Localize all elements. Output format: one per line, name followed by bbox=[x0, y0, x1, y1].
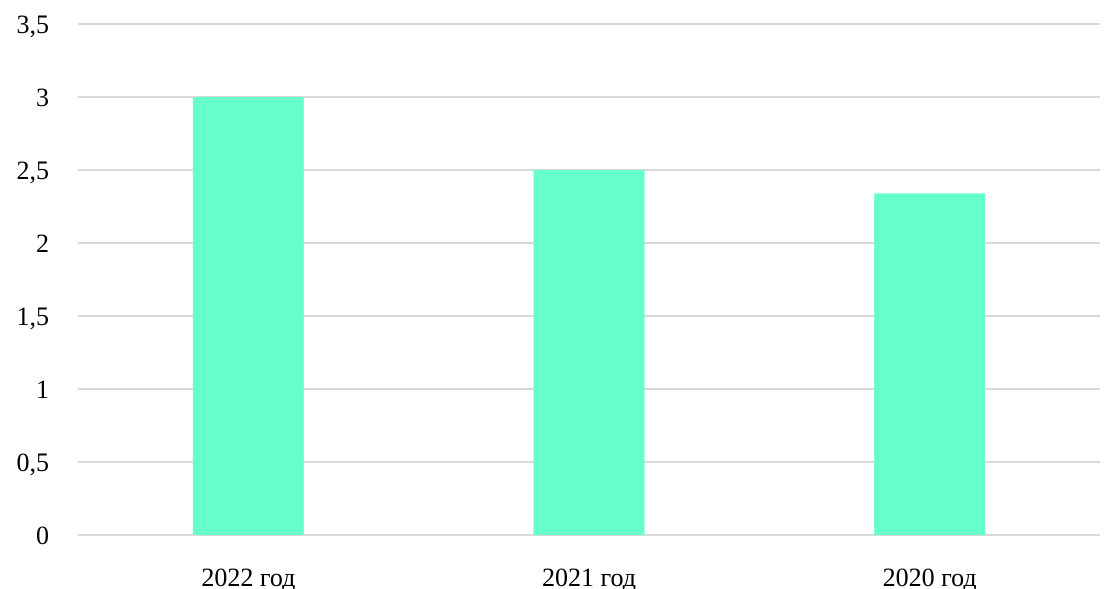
y-tick-label: 2,5 bbox=[17, 156, 50, 185]
y-tick-label: 0,5 bbox=[17, 448, 50, 477]
bar bbox=[192, 97, 304, 535]
x-axis-ticks: 2022 год 2021 год 2020 год bbox=[201, 563, 976, 589]
y-tick-label: 3,5 bbox=[17, 10, 50, 39]
y-tick-label: 3 bbox=[36, 83, 49, 112]
x-tick-label: 2020 год bbox=[883, 563, 977, 589]
x-tick-label: 2022 год bbox=[201, 563, 295, 589]
y-tick-label: 2 bbox=[36, 229, 49, 258]
bar bbox=[533, 170, 645, 535]
x-tick-label: 2021 год bbox=[542, 563, 636, 589]
y-tick-label: 0 bbox=[36, 521, 49, 550]
y-tick-label: 1 bbox=[36, 375, 49, 404]
y-axis-ticks: 0 0,5 1 1,5 2 2,5 3 3,5 bbox=[17, 10, 50, 550]
bars bbox=[192, 97, 986, 536]
bar bbox=[874, 193, 986, 536]
y-tick-label: 1,5 bbox=[17, 302, 50, 331]
